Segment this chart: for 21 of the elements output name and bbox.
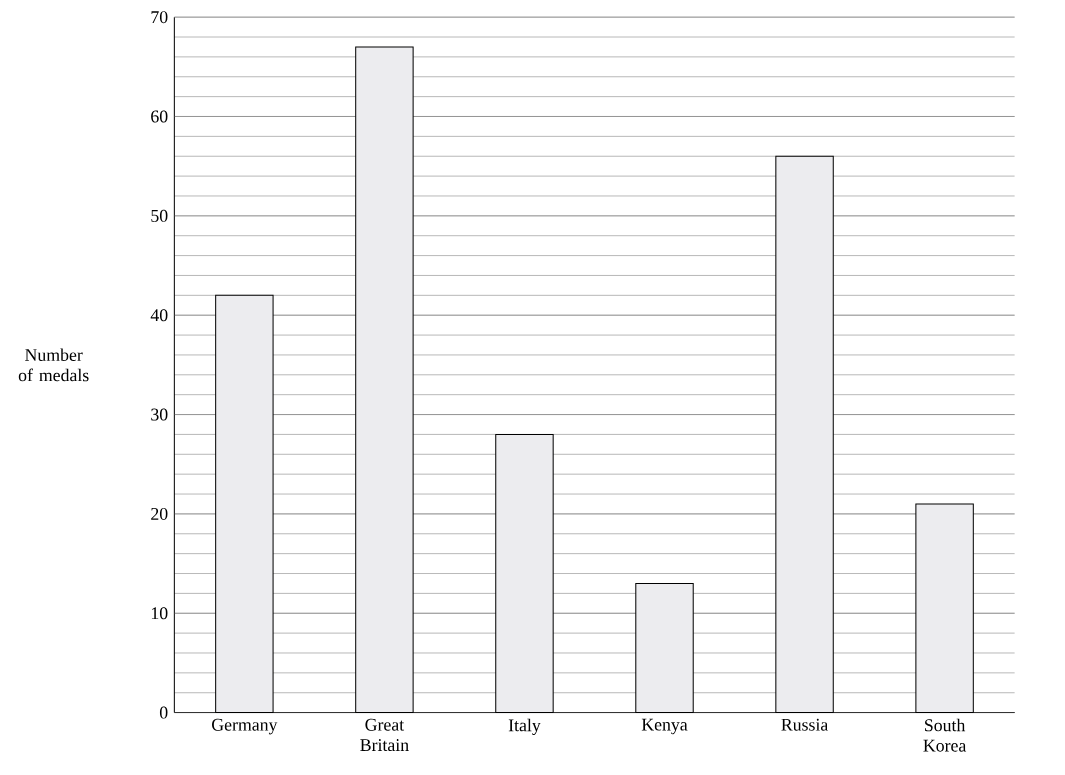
- x-tick-label: Russia: [781, 719, 829, 731]
- x-tick-label: Italy: [508, 719, 541, 736]
- y-axis-title: Number of medals: [18, 348, 89, 382]
- bar: [915, 503, 974, 714]
- y-tick-label: 60: [151, 110, 168, 123]
- y-tick-label: 20: [151, 508, 168, 521]
- y-tick-label: 0: [159, 706, 168, 719]
- x-tick-label: South Korea: [923, 719, 967, 752]
- bar: [775, 155, 834, 714]
- y-tick-label: 70: [151, 11, 168, 24]
- x-tick-label: Great Britain: [360, 719, 409, 752]
- bar: [635, 583, 694, 714]
- y-tick-label: 10: [151, 607, 168, 620]
- bar: [495, 434, 554, 714]
- x-tick-label: Germany: [212, 719, 278, 735]
- y-tick-label: 40: [150, 309, 168, 322]
- bar: [215, 295, 274, 714]
- bar: [355, 46, 414, 714]
- x-tick-label: Kenya: [641, 719, 688, 735]
- y-tick-label: 30: [151, 408, 168, 421]
- y-tick-label: 50: [151, 210, 168, 223]
